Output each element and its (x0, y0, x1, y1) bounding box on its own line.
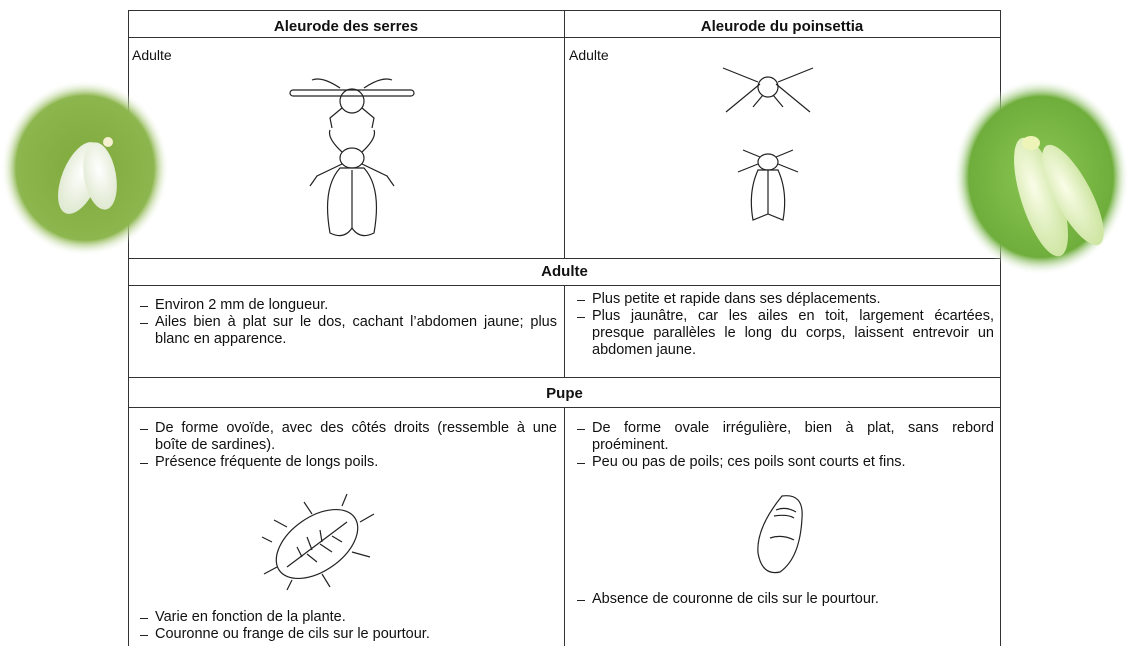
item-list: Environ 2 mm de longueur. Ailes bien à pl… (137, 297, 557, 348)
list-item: Plus petite et rapide dans ses déplaceme… (574, 291, 994, 308)
section-title: Pupe (546, 385, 583, 402)
rule (564, 285, 565, 377)
bullet (140, 635, 148, 636)
list-item: Absence de couronne de cils sur le pourt… (574, 591, 994, 608)
rule (128, 258, 1001, 259)
rule (128, 10, 129, 646)
item-text: Présence fréquente de longs poils. (155, 454, 379, 470)
photo (953, 79, 1129, 275)
bullet (140, 323, 148, 324)
bullet (140, 618, 148, 619)
list-item: Peu ou pas de poils; ces poils sont cour… (574, 454, 994, 471)
bullet (140, 463, 148, 464)
bullet (577, 463, 585, 464)
photo (1, 80, 169, 256)
list-item: De forme ovoïde, avec des côtés droits (… (137, 420, 557, 454)
pupa-drawing (261, 493, 375, 591)
rule (564, 407, 565, 646)
list-item: Présence fréquente de longs poils. (137, 454, 557, 471)
item-list: De forme ovale irrégulière, bien à plat,… (574, 420, 994, 471)
stage-label: Adulte (132, 47, 172, 63)
bullet (140, 429, 148, 430)
list-item: Environ 2 mm de longueur. (137, 297, 557, 314)
item-list: Plus petite et rapide dans ses déplaceme… (574, 291, 994, 359)
list-item: De forme ovale irrégulière, bien à plat,… (574, 420, 994, 454)
item-text: De forme ovale irrégulière, bien à plat,… (592, 420, 994, 453)
bullet (140, 306, 148, 307)
item-text: Plus petite et rapide dans ses déplaceme… (592, 291, 881, 307)
item-text: Absence de couronne de cils sur le pourt… (592, 591, 879, 607)
item-list: Varie en fonction de la plante. Couronne … (137, 609, 557, 643)
item-text: Plus jaunâtre, car les ailes en toit, la… (592, 308, 994, 358)
item-text: Varie en fonction de la plante. (155, 609, 346, 625)
list-item: Varie en fonction de la plante. (137, 609, 557, 626)
insect-drawing (289, 78, 415, 237)
item-text: Peu ou pas de poils; ces poils sont cour… (592, 454, 906, 470)
column-header: Aleurode du poinsettia (700, 18, 864, 35)
bullet (577, 429, 585, 430)
list-item: Couronne ou frange de cils sur le pourto… (137, 626, 557, 643)
bullet (577, 600, 585, 601)
list-item: Plus jaunâtre, car les ailes en toit, la… (574, 308, 994, 359)
stage-label: Adulte (569, 47, 609, 63)
item-text: Environ 2 mm de longueur. (155, 297, 329, 313)
rule (564, 10, 565, 258)
item-list: Absence de couronne de cils sur le pourt… (574, 591, 994, 608)
item-list: De forme ovoïde, avec des côtés droits (… (137, 420, 557, 471)
section-title: Adulte (541, 263, 588, 280)
item-text: Ailes bien à plat sur le dos, cachant l’… (155, 314, 557, 347)
pupa-drawing (757, 495, 803, 574)
item-text: Couronne ou frange de cils sur le pourto… (155, 626, 430, 642)
rule (128, 377, 1001, 378)
column-header: Aleurode des serres (273, 18, 419, 35)
insect-drawing (722, 67, 814, 221)
rule (1000, 10, 1001, 646)
bullet (577, 317, 585, 318)
item-text: De forme ovoïde, avec des côtés droits (… (155, 420, 557, 453)
bullet (577, 300, 585, 301)
list-item: Ailes bien à plat sur le dos, cachant l’… (137, 314, 557, 348)
